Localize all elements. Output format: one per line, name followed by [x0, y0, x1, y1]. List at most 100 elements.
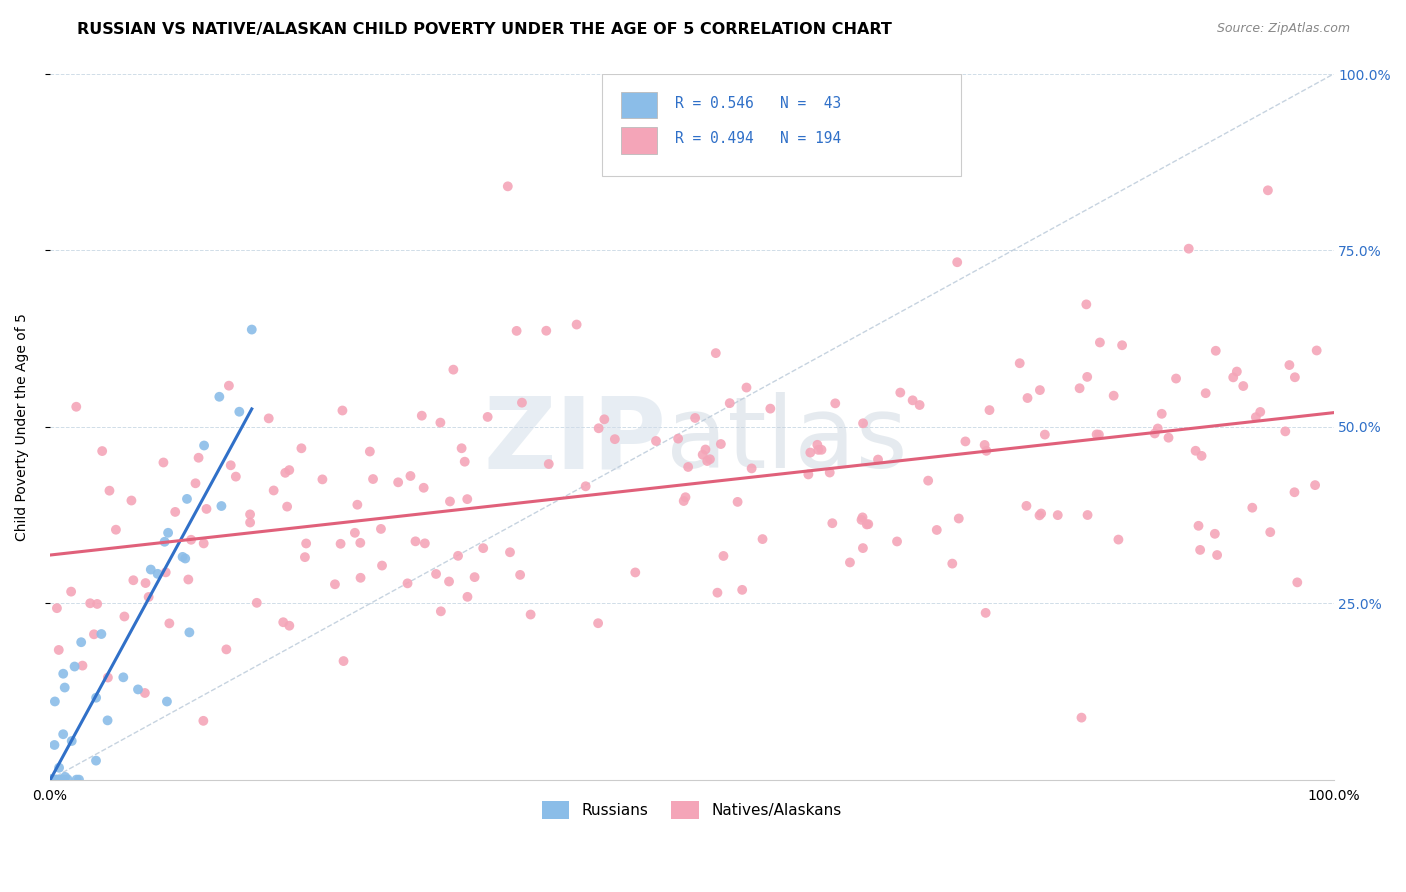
Point	[456, 492, 478, 507]
Point	[1033, 427, 1056, 442]
Point	[429, 416, 451, 430]
Point	[1028, 508, 1050, 523]
Point	[510, 395, 533, 409]
Point	[855, 517, 877, 532]
Point	[1143, 426, 1166, 441]
Point	[396, 576, 419, 591]
Point	[666, 432, 689, 446]
Point	[645, 434, 668, 448]
Point	[45, 772, 67, 787]
Point	[1017, 391, 1039, 405]
Point	[821, 516, 844, 531]
Point	[346, 498, 368, 512]
Point	[52, 727, 75, 741]
Point	[187, 450, 209, 465]
Point	[412, 481, 434, 495]
Point	[51, 772, 73, 787]
Point	[1070, 711, 1092, 725]
Point	[852, 541, 875, 555]
Point	[278, 463, 301, 477]
Point	[1222, 370, 1244, 384]
Point	[90, 627, 112, 641]
Point	[53, 772, 76, 787]
Point	[1226, 365, 1249, 379]
Point	[240, 322, 263, 336]
Point	[65, 772, 87, 787]
Point	[586, 616, 609, 631]
Point	[405, 534, 427, 549]
Point	[1191, 449, 1213, 463]
Point	[193, 714, 215, 728]
Point	[1206, 548, 1229, 562]
Point	[1195, 386, 1218, 401]
Point	[839, 556, 862, 570]
Point	[1107, 533, 1129, 547]
Point	[193, 438, 215, 452]
Point	[852, 417, 875, 431]
Point	[112, 670, 135, 684]
Point	[48, 643, 70, 657]
Point	[439, 494, 461, 508]
Point	[810, 442, 832, 457]
Point	[925, 523, 948, 537]
Point	[176, 491, 198, 506]
Point	[430, 604, 453, 618]
Point	[323, 577, 346, 591]
Point	[751, 532, 773, 546]
Point	[519, 607, 541, 622]
Point	[70, 635, 93, 649]
Point	[371, 558, 394, 573]
Point	[499, 545, 522, 559]
Point	[39, 772, 62, 787]
Point	[735, 380, 758, 394]
Point	[901, 393, 924, 408]
Point	[537, 457, 560, 471]
Point	[1150, 407, 1173, 421]
Point	[818, 466, 841, 480]
Point	[180, 533, 202, 547]
Point	[536, 324, 558, 338]
Bar	[621, 92, 657, 119]
Point	[228, 405, 250, 419]
Point	[447, 549, 470, 563]
Point	[1244, 410, 1267, 425]
Point	[858, 517, 880, 532]
Point	[257, 411, 280, 425]
Point	[699, 452, 721, 467]
Point	[156, 694, 179, 708]
Point	[65, 400, 87, 414]
Point	[56, 772, 79, 787]
Point	[49, 772, 72, 787]
Point	[496, 179, 519, 194]
Point	[195, 502, 218, 516]
Point	[1189, 543, 1212, 558]
Point	[271, 615, 294, 630]
Point	[139, 562, 162, 576]
Point	[624, 566, 647, 580]
Point	[172, 549, 194, 564]
Point	[1177, 242, 1199, 256]
Point	[1111, 338, 1133, 352]
Point	[759, 401, 782, 416]
Point	[120, 493, 142, 508]
Point	[39, 772, 62, 787]
Point	[456, 590, 478, 604]
Point	[675, 490, 697, 504]
Text: R = 0.494   N = 194: R = 0.494 N = 194	[675, 131, 841, 146]
Point	[67, 772, 90, 787]
Point	[806, 438, 828, 452]
Point	[184, 476, 207, 491]
Point	[84, 754, 107, 768]
Point	[79, 596, 101, 610]
Point	[683, 411, 706, 425]
Point	[565, 318, 588, 332]
Y-axis label: Child Poverty Under the Age of 5: Child Poverty Under the Age of 5	[15, 313, 30, 541]
Point	[157, 616, 180, 631]
Point	[973, 438, 995, 452]
Point	[155, 566, 177, 580]
Point	[477, 409, 499, 424]
Point	[1031, 507, 1053, 521]
Point	[976, 443, 998, 458]
Point	[295, 536, 318, 550]
Point	[41, 772, 63, 787]
